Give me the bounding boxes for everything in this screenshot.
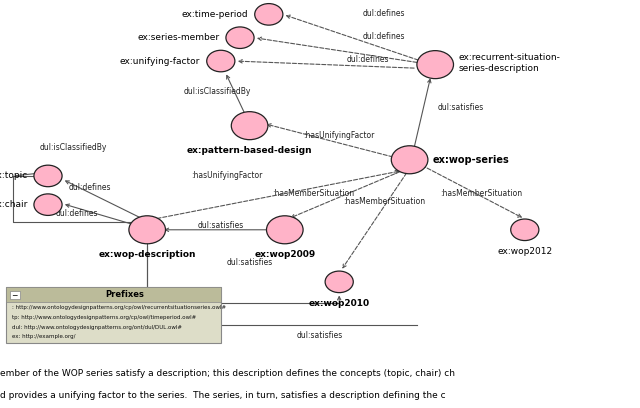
Ellipse shape: [417, 51, 454, 79]
Text: ex: http://example.org/: ex: http://example.org/: [12, 334, 75, 339]
Text: dul:satisfies: dul:satisfies: [297, 331, 343, 340]
Text: dul:defines: dul:defines: [68, 183, 111, 192]
Ellipse shape: [511, 219, 539, 241]
Text: dul:isClassifiedBy: dul:isClassifiedBy: [184, 87, 252, 96]
Text: ex:wop-description: ex:wop-description: [99, 250, 196, 259]
Text: :hasMemberSituation: :hasMemberSituation: [343, 197, 425, 206]
Text: dul:satisfies: dul:satisfies: [438, 103, 484, 112]
Bar: [10, 291, 20, 299]
Text: dul:isClassifiedBy: dul:isClassifiedBy: [40, 143, 108, 152]
Text: dul:satisfies: dul:satisfies: [227, 257, 273, 266]
Text: :hasUnifyingFactor: :hasUnifyingFactor: [191, 171, 263, 180]
Ellipse shape: [325, 271, 353, 293]
Ellipse shape: [266, 216, 303, 244]
Text: ex:recurrent-situation-
series-description: ex:recurrent-situation- series-descripti…: [459, 53, 561, 73]
Text: tp: http://www.ontologydesignpatterns.org/cp/owl/timeperiod.owl#: tp: http://www.ontologydesignpatterns.or…: [12, 315, 196, 320]
Ellipse shape: [226, 27, 254, 49]
Ellipse shape: [255, 4, 283, 25]
Text: :hasUnifyingFactor: :hasUnifyingFactor: [303, 131, 375, 140]
Ellipse shape: [129, 216, 166, 244]
Text: ex:wop-series: ex:wop-series: [433, 155, 510, 165]
Text: ex:chair: ex:chair: [0, 200, 28, 209]
Ellipse shape: [34, 165, 62, 187]
Text: ex:unifying-factor: ex:unifying-factor: [120, 57, 200, 66]
Text: ember of the WOP series satisfy a description; this description defines the conc: ember of the WOP series satisfy a descri…: [0, 369, 455, 378]
Bar: [6, 287, 221, 302]
Text: ex:wop2012: ex:wop2012: [497, 247, 552, 256]
Text: ex:wop2010: ex:wop2010: [308, 299, 370, 308]
Text: ex:topic: ex:topic: [0, 171, 28, 180]
Text: ex:series-member: ex:series-member: [138, 33, 220, 42]
Ellipse shape: [207, 50, 235, 72]
Text: dul:satisfies: dul:satisfies: [198, 221, 244, 230]
Text: : http://www.ontologydesignpatterns.org/cp/owl/recurrentsituationseries.owl#: : http://www.ontologydesignpatterns.org/…: [12, 305, 226, 310]
Text: ex:pattern-based-design: ex:pattern-based-design: [187, 146, 312, 155]
Text: ex:time-period: ex:time-period: [182, 10, 248, 19]
Ellipse shape: [34, 194, 62, 215]
Text: :hasMemberSituation: :hasMemberSituation: [273, 188, 355, 197]
Text: dul:defines: dul:defines: [363, 9, 405, 18]
Text: dul:defines: dul:defines: [347, 55, 389, 64]
Bar: [6, 287, 221, 343]
Text: dul:defines: dul:defines: [56, 209, 98, 219]
Text: dul:defines: dul:defines: [363, 32, 405, 41]
Ellipse shape: [391, 146, 428, 174]
Text: ex:wop2009: ex:wop2009: [254, 250, 316, 259]
Text: d provides a unifying factor to the series.  The series, in turn, satisfies a de: d provides a unifying factor to the seri…: [0, 391, 445, 400]
Text: :hasMemberSituation: :hasMemberSituation: [440, 188, 522, 197]
Ellipse shape: [231, 112, 268, 140]
Text: −: −: [12, 290, 18, 299]
Text: dul: http://www.ontologydesignpatterns.org/ont/dul/DUL.owl#: dul: http://www.ontologydesignpatterns.o…: [12, 325, 182, 330]
Text: Prefixes: Prefixes: [106, 290, 145, 299]
